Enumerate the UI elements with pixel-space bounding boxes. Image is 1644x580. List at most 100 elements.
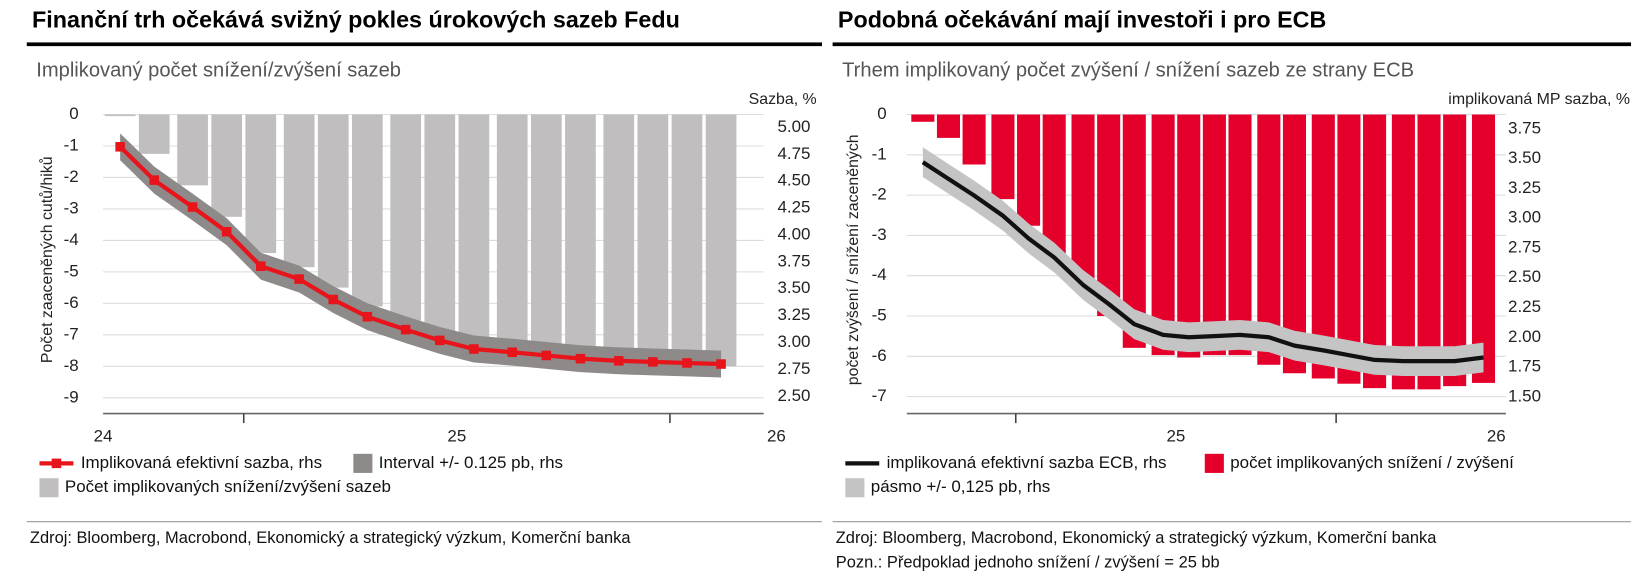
y-tick-label: -4 bbox=[872, 265, 887, 284]
x-tick-label: 26 bbox=[767, 426, 786, 445]
title-rule bbox=[832, 42, 1632, 47]
y-tick-label: -2 bbox=[872, 185, 887, 204]
legend-label: počet implikovaných snížení / zvýšení bbox=[1230, 453, 1514, 472]
bar bbox=[1151, 114, 1175, 356]
x-tick-label: 25 bbox=[447, 426, 466, 445]
legend-label: Počet implikovaných snížení/zvýšení saze… bbox=[65, 477, 391, 496]
chart-subtitle: Trhem implikovaný počet zvýšení / snížen… bbox=[842, 59, 1414, 81]
y2-tick-label: 3.00 bbox=[1508, 208, 1541, 227]
chart-title: Podobná očekávání mají investoři i pro E… bbox=[838, 6, 1326, 32]
legend-swatch bbox=[1204, 453, 1224, 473]
y2-axis-label: implikovaná MP sazba, % bbox=[1448, 91, 1630, 108]
bar bbox=[283, 114, 315, 268]
bar bbox=[1042, 114, 1066, 255]
bar bbox=[1337, 114, 1361, 384]
bar bbox=[317, 114, 349, 288]
point-marker bbox=[469, 344, 479, 354]
y2-tick-label: 4.75 bbox=[777, 144, 810, 163]
bar bbox=[1417, 114, 1441, 390]
legend-swatch bbox=[845, 478, 865, 498]
bar bbox=[424, 114, 456, 334]
y-tick-label: -1 bbox=[872, 144, 887, 163]
bar bbox=[138, 114, 170, 154]
bar bbox=[1017, 114, 1041, 226]
bar bbox=[390, 114, 422, 321]
bar bbox=[1122, 114, 1146, 348]
bar bbox=[351, 114, 383, 307]
bar bbox=[1071, 114, 1095, 285]
bar bbox=[1097, 114, 1121, 317]
y-tick-label: -6 bbox=[872, 346, 887, 365]
bar bbox=[565, 114, 596, 357]
point-marker bbox=[614, 356, 624, 366]
bar bbox=[991, 114, 1015, 200]
y2-tick-label: 2.50 bbox=[777, 386, 810, 405]
bar bbox=[1471, 114, 1496, 383]
y2-tick-label: 4.50 bbox=[777, 171, 810, 190]
y2-tick-label: 3.25 bbox=[777, 305, 810, 324]
point-marker bbox=[400, 324, 411, 335]
y-axis-label: počet zvýšení / snížení zaceněných bbox=[845, 134, 862, 385]
x-tick-label: 26 bbox=[1487, 426, 1506, 445]
note: Pozn.: Předpoklad jednoho snížení / zvýš… bbox=[836, 553, 1220, 571]
y2-tick-label: 4.00 bbox=[777, 224, 810, 243]
y-tick-label: -2 bbox=[64, 167, 79, 186]
chart-subtitle: Implikovaný počet snížení/zvýšení sazeb bbox=[36, 59, 401, 81]
y2-tick-label: 3.50 bbox=[777, 278, 810, 297]
point-marker bbox=[187, 202, 198, 212]
legend-marker bbox=[51, 458, 62, 469]
y2-tick-label: 2.00 bbox=[1508, 327, 1541, 346]
point-marker bbox=[149, 175, 160, 185]
y2-tick-label: 3.00 bbox=[777, 332, 810, 351]
point-marker bbox=[435, 335, 445, 346]
y-tick-label: 0 bbox=[877, 104, 886, 123]
bar bbox=[1177, 114, 1201, 358]
point-marker bbox=[328, 294, 339, 305]
point-marker bbox=[507, 347, 518, 357]
bar bbox=[911, 114, 935, 122]
rate-line bbox=[118, 145, 722, 367]
y2-tick-label: 3.75 bbox=[1508, 118, 1541, 137]
point-marker bbox=[294, 274, 304, 284]
point-marker bbox=[221, 226, 232, 237]
bar bbox=[211, 114, 243, 217]
legend-swatch bbox=[353, 453, 373, 473]
bar bbox=[705, 114, 737, 367]
legend-label: Interval +/- 0.125 pb, rhs bbox=[379, 453, 563, 472]
bar bbox=[1228, 114, 1252, 356]
y-tick-label: -4 bbox=[64, 230, 79, 249]
bar bbox=[104, 114, 136, 117]
point-marker bbox=[648, 357, 658, 367]
bar bbox=[936, 114, 961, 138]
point-marker bbox=[541, 350, 552, 361]
point-marker bbox=[575, 353, 586, 364]
bar bbox=[177, 114, 208, 186]
point-marker bbox=[716, 359, 726, 369]
bar bbox=[530, 114, 562, 354]
x-tick-label: 24 bbox=[94, 426, 113, 445]
y-tick-label: 0 bbox=[69, 104, 78, 123]
legend-swatch bbox=[39, 478, 59, 498]
point-marker bbox=[682, 358, 692, 368]
bar bbox=[603, 114, 635, 361]
y2-tick-label: 3.25 bbox=[1508, 178, 1541, 197]
y2-tick-label: 2.50 bbox=[1508, 267, 1541, 286]
chart-title: Finanční trh očekává svižný pokles úroko… bbox=[32, 6, 680, 32]
bar bbox=[962, 114, 986, 165]
y-tick-label: -3 bbox=[872, 225, 887, 244]
interval-band bbox=[120, 133, 722, 378]
bar bbox=[1311, 114, 1335, 379]
bar bbox=[245, 114, 277, 254]
y-axis-label: Počet zaaceněných cutů/hiků bbox=[38, 156, 56, 363]
y2-tick-label: 3.50 bbox=[1508, 148, 1541, 167]
bar bbox=[1282, 114, 1307, 374]
bar bbox=[1363, 114, 1387, 389]
y2-tick-label: 2.25 bbox=[1508, 297, 1541, 316]
y2-tick-label: 1.75 bbox=[1508, 357, 1541, 376]
legend-label: Implikovaná efektivní sazba, rhs bbox=[81, 453, 322, 472]
bar bbox=[1443, 114, 1467, 387]
bar bbox=[1202, 114, 1226, 356]
y-tick-label: -8 bbox=[64, 356, 79, 375]
y2-tick-label: 2.75 bbox=[777, 359, 810, 378]
